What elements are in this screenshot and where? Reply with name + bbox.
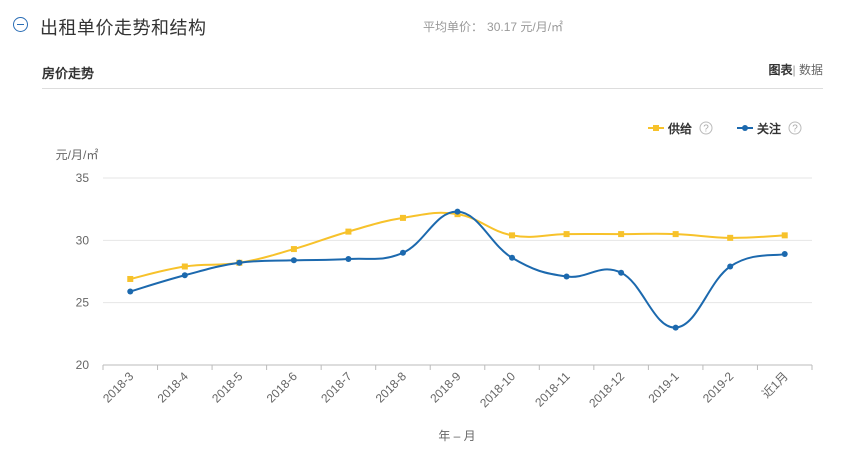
data-point-supply [781, 232, 788, 239]
data-point-attention [127, 288, 134, 295]
x-tick-label: 2018-8 [373, 369, 410, 406]
data-point-supply [672, 231, 679, 238]
data-point-attention [672, 324, 679, 331]
series-line-supply [130, 211, 785, 280]
y-tick-label: 30 [76, 233, 90, 247]
average-price-label: 平均单价： [423, 20, 484, 34]
view-switch: 图表| 数据 [769, 61, 824, 78]
data-point-supply [181, 263, 188, 270]
data-point-attention [618, 269, 625, 276]
chart-subheader: 房价走势 图表| 数据 [42, 60, 823, 89]
data-point-attention [399, 249, 406, 256]
data-point-supply [127, 275, 134, 282]
y-tick-label: 20 [76, 358, 90, 372]
x-tick-label: 2018-7 [318, 369, 355, 406]
average-price-value: 30.17 元/月/㎡ [487, 20, 564, 34]
section-header: 出租单价走势和结构 平均单价： 30.17 元/月/㎡ [0, 0, 846, 50]
data-point-attention [509, 254, 516, 261]
x-tick-label: 2018-12 [586, 369, 627, 410]
data-point-supply [727, 234, 734, 241]
collapse-icon[interactable] [13, 17, 28, 32]
tab-separator: | [792, 63, 796, 77]
average-price: 平均单价： 30.17 元/月/㎡ [423, 18, 563, 35]
x-tick-label: 2018-4 [155, 369, 192, 406]
data-point-supply [290, 246, 297, 253]
x-tick-label: 2018-3 [100, 369, 137, 406]
data-point-attention [181, 272, 188, 279]
page-title: 出租单价走势和结构 [40, 18, 207, 38]
data-point-attention [454, 208, 461, 215]
series-line-attention [129, 210, 785, 329]
x-tick-label: 2019-2 [700, 369, 737, 406]
data-point-attention [781, 251, 788, 258]
data-point-attention [727, 263, 734, 270]
x-tick-label: 近1月 [759, 369, 791, 401]
data-point-supply [563, 231, 570, 238]
help-icon-glyph: ? [703, 124, 709, 135]
y-tick-label: 25 [76, 296, 90, 310]
legend-marker-attention [742, 125, 748, 131]
y-tick-label: 35 [76, 171, 90, 185]
x-tick-label: 2018-5 [209, 369, 246, 406]
x-tick-label: 2018-11 [532, 369, 573, 410]
data-point-attention [290, 257, 297, 264]
y-axis-title: 元/月/㎡ [56, 148, 99, 162]
data-point-supply [345, 228, 352, 235]
tab-data[interactable]: 数据 [798, 63, 823, 77]
legend-label: 供给 [667, 121, 692, 136]
tab-chart[interactable]: 图表 [768, 63, 793, 77]
help-icon [788, 121, 802, 135]
x-tick-label: 2018-10 [477, 369, 518, 410]
help-icon-glyph: ? [792, 124, 798, 135]
data-point-supply [618, 231, 625, 238]
x-axis-title: 年 – 月 [438, 429, 475, 443]
data-point-attention [236, 259, 243, 266]
x-tick-label: 2018-6 [264, 369, 301, 406]
x-tick-label: 2018-9 [427, 369, 464, 406]
data-point-supply [509, 232, 516, 239]
data-point-supply [399, 214, 406, 221]
legend-label: 关注 [757, 121, 781, 136]
x-tick-label: 2019-1 [645, 369, 682, 406]
section-title: 房价走势 [42, 66, 95, 81]
legend-marker-supply [653, 125, 659, 131]
help-icon [699, 121, 713, 135]
data-point-attention [563, 273, 570, 280]
data-point-attention [345, 256, 352, 263]
